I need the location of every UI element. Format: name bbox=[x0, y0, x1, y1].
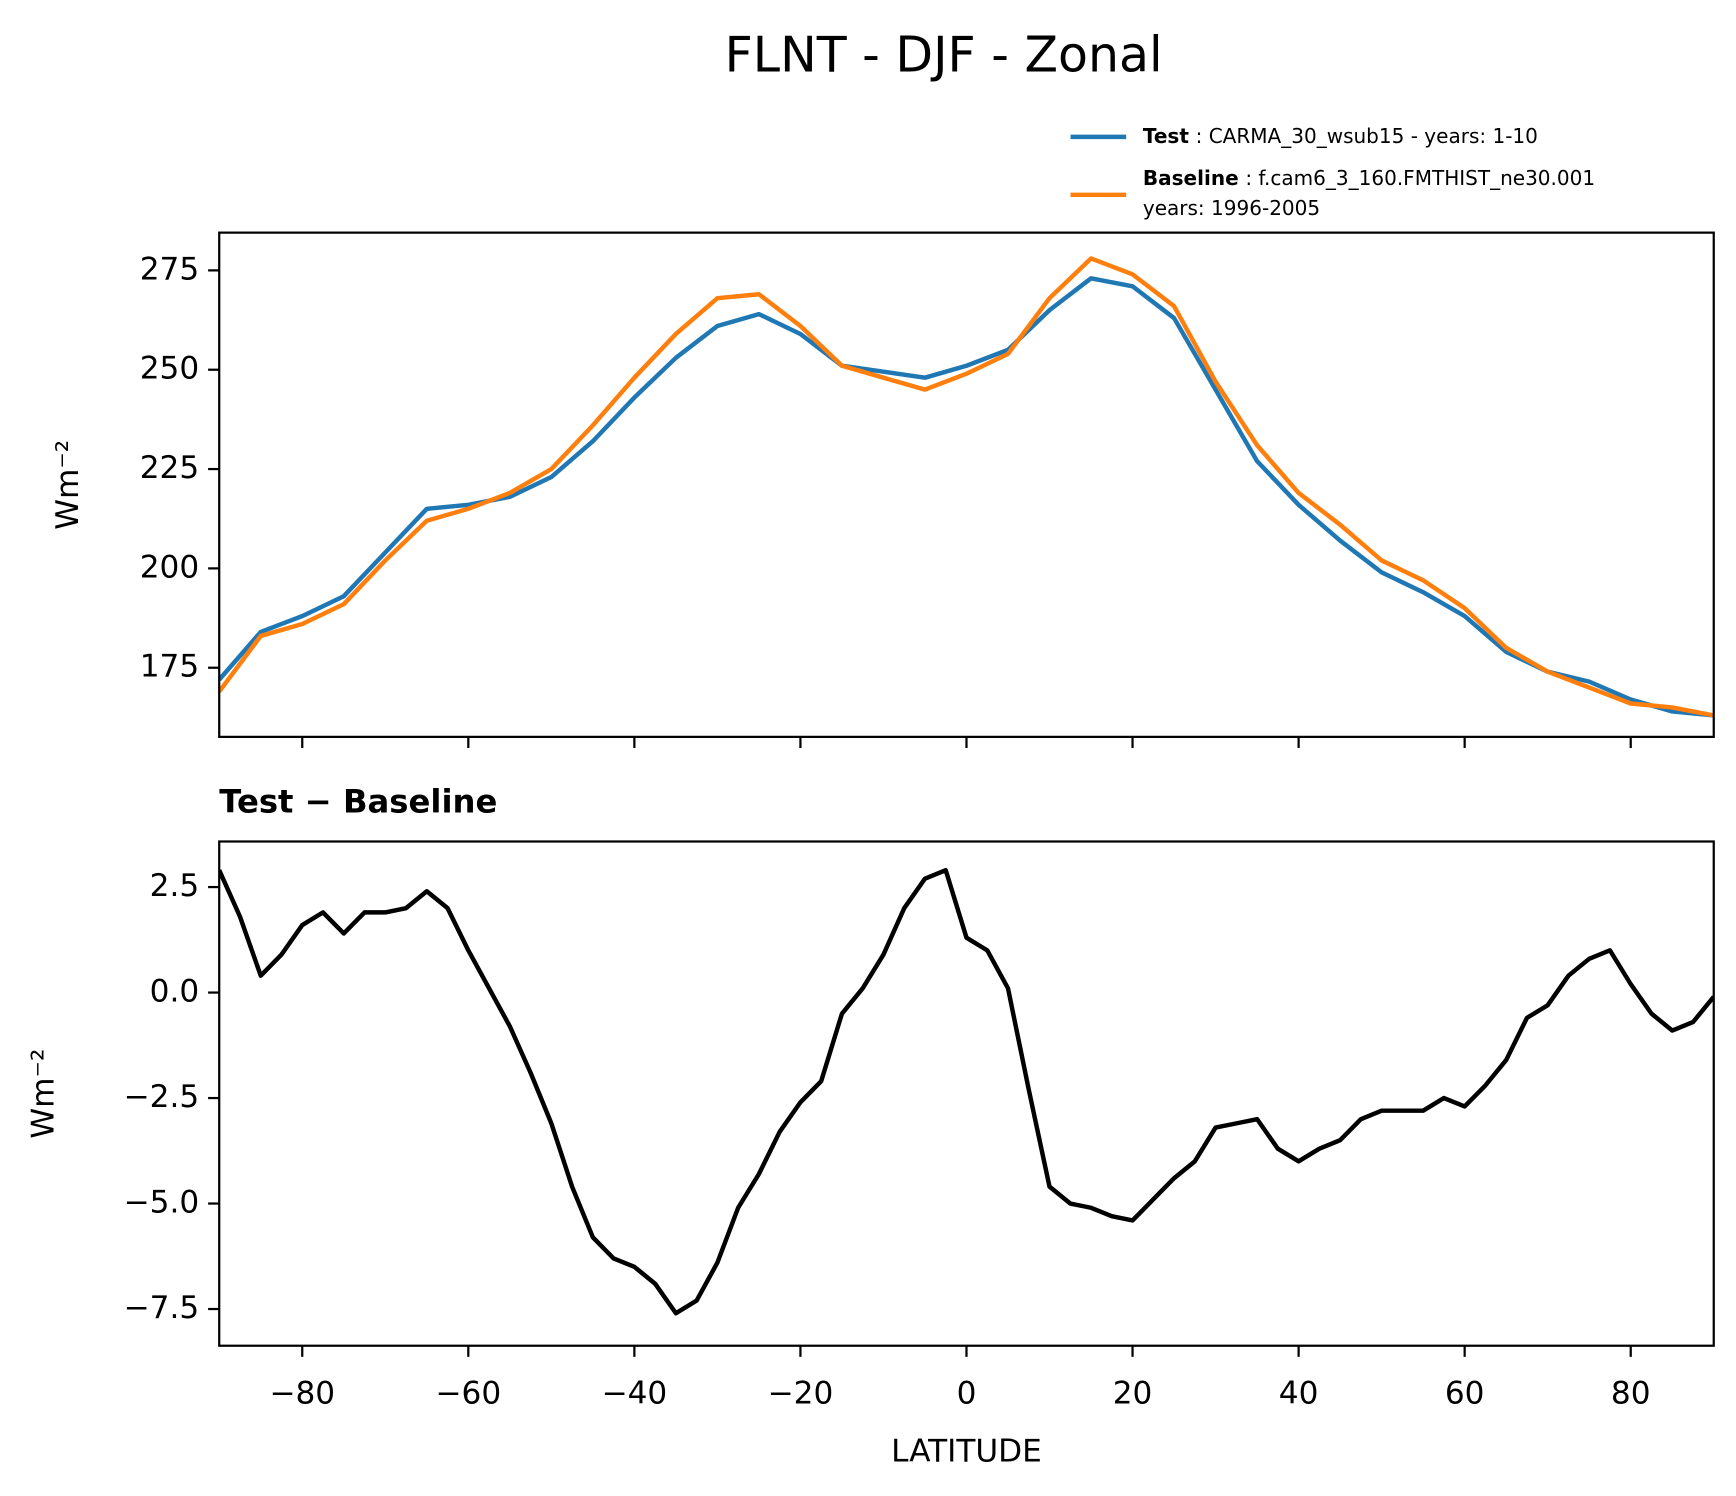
y-tick-label: −2.5 bbox=[124, 1079, 200, 1115]
y-tick-label: −7.5 bbox=[124, 1290, 200, 1326]
x-tick-label: −20 bbox=[768, 1376, 834, 1412]
legend-name: Baseline bbox=[1143, 166, 1239, 190]
y-tick-label: 2.5 bbox=[150, 868, 200, 904]
y-tick-label: 250 bbox=[140, 351, 199, 387]
series-line bbox=[219, 276, 1714, 718]
y-tick-label: 0.0 bbox=[150, 974, 200, 1010]
legend-label: Baseline: f.cam6_3_160.FMTHIST_ne30.001 bbox=[1143, 166, 1595, 190]
x-tick-label: −60 bbox=[435, 1376, 501, 1412]
y-tick-label: 225 bbox=[140, 450, 199, 486]
y-tick-label: 200 bbox=[140, 549, 199, 585]
y-axis-label: Wm⁻² bbox=[26, 1049, 62, 1139]
series-line bbox=[219, 867, 1714, 1316]
y-tick-label: −5.0 bbox=[124, 1185, 200, 1221]
figure-title: FLNT - DJF - Zonal bbox=[725, 26, 1163, 83]
series-line bbox=[219, 256, 1714, 718]
legend-text: : f.cam6_3_160.FMTHIST_ne30.001 bbox=[1245, 166, 1595, 190]
legend-text: : CARMA_30_wsub15 - years: 1-10 bbox=[1196, 123, 1538, 147]
legend-label: Test : CARMA_30_wsub15 - years: 1-10 bbox=[1143, 123, 1538, 147]
x-tick-label: 80 bbox=[1611, 1376, 1651, 1412]
legend-label: years: 1996-2005 bbox=[1143, 196, 1320, 220]
x-tick-label: −80 bbox=[269, 1376, 335, 1412]
legend-name: Test bbox=[1143, 123, 1189, 147]
x-tick-label: 0 bbox=[957, 1376, 977, 1412]
x-axis-label: LATITUDE bbox=[891, 1434, 1042, 1470]
x-tick-label: 20 bbox=[1113, 1376, 1153, 1412]
x-tick-label: −40 bbox=[601, 1376, 667, 1412]
y-axis-label: Wm⁻² bbox=[50, 440, 86, 530]
x-tick-label: 40 bbox=[1279, 1376, 1319, 1412]
y-tick-label: 175 bbox=[140, 649, 199, 685]
axes-title: Test − Baseline bbox=[219, 783, 497, 821]
x-tick-label: 60 bbox=[1445, 1376, 1485, 1412]
y-tick-label: 275 bbox=[140, 251, 199, 287]
